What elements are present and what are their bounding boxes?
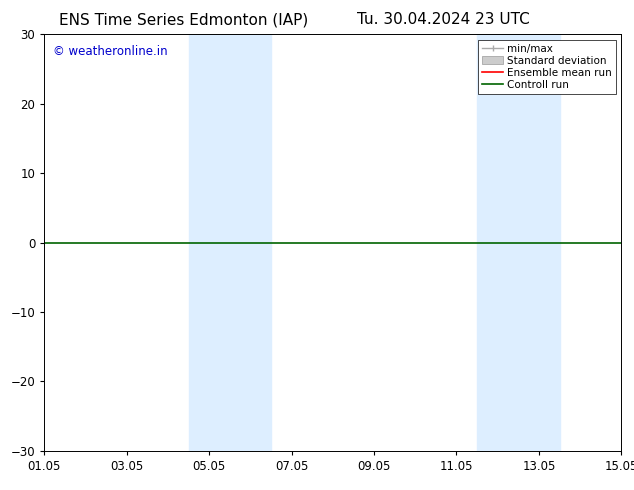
Text: Tu. 30.04.2024 23 UTC: Tu. 30.04.2024 23 UTC [358,12,530,27]
Bar [477,34,559,451]
Bar [189,34,271,451]
Text: ENS Time Series Edmonton (IAP): ENS Time Series Edmonton (IAP) [59,12,309,27]
Text: © weatheronline.in: © weatheronline.in [53,45,167,58]
Legend: min/max, Standard deviation, Ensemble mean run, Controll run: min/max, Standard deviation, Ensemble me… [478,40,616,94]
